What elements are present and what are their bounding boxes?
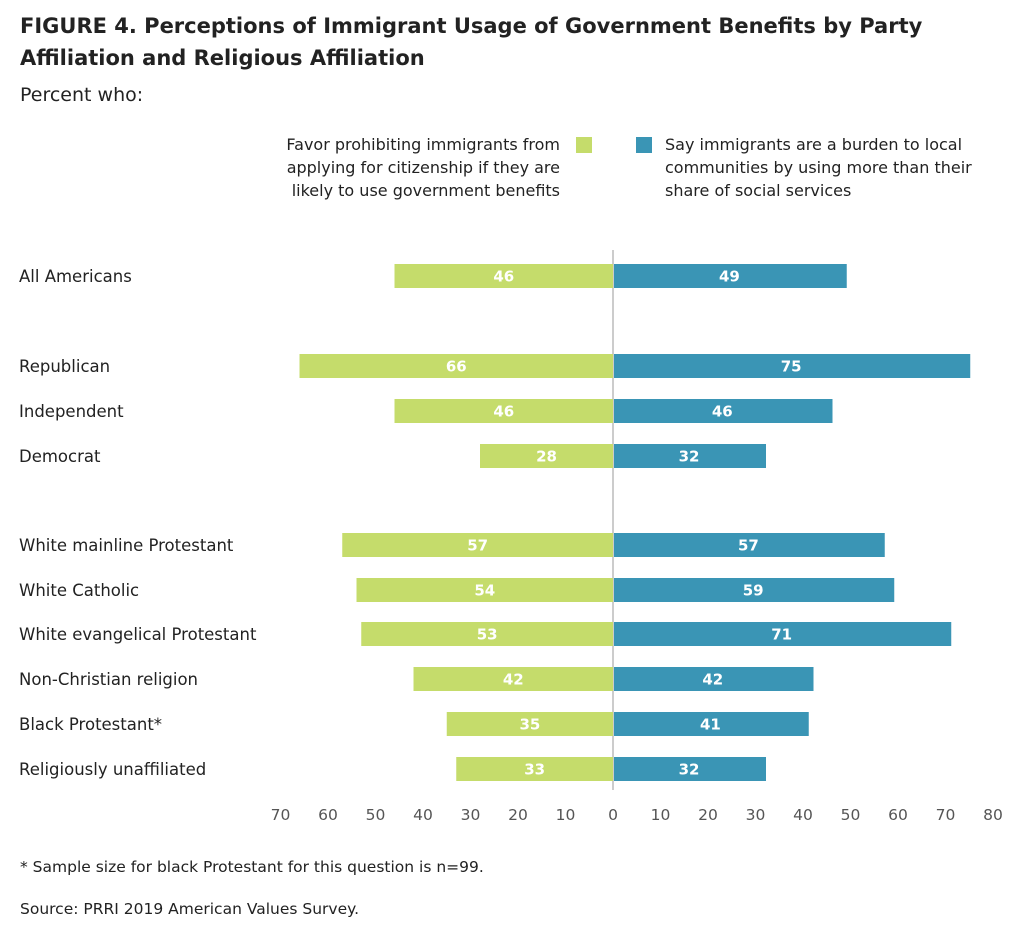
bar-left-value: 54 xyxy=(474,582,495,600)
bar-right-value: 57 xyxy=(738,537,759,555)
bar-left xyxy=(342,533,613,557)
bar-left xyxy=(394,399,613,423)
bar-left xyxy=(361,622,613,646)
x-tick-label: 20 xyxy=(508,806,528,824)
category-label: Black Protestant* xyxy=(19,715,162,734)
bar-left xyxy=(456,757,613,781)
bar-left xyxy=(299,354,613,378)
bar-right-value: 41 xyxy=(700,716,721,734)
bar-right-value: 32 xyxy=(679,448,700,466)
x-tick-label: 50 xyxy=(841,806,861,824)
x-tick-label: 70 xyxy=(936,806,956,824)
bar-left xyxy=(446,712,613,736)
bar-right-value: 59 xyxy=(743,582,764,600)
x-tick-label: 10 xyxy=(651,806,671,824)
x-tick-label: 30 xyxy=(461,806,481,824)
category-label: White evangelical Protestant xyxy=(19,625,257,644)
legend-left-swatch xyxy=(576,137,592,153)
bar-left-value: 53 xyxy=(477,626,498,644)
bar-left xyxy=(394,264,613,288)
x-tick-label: 80 xyxy=(983,806,1003,824)
bar-right xyxy=(614,712,809,736)
legend-right-label: Say immigrants are a burden to local com… xyxy=(665,135,972,200)
category-label: White Catholic xyxy=(19,581,139,600)
x-tick-label: 50 xyxy=(366,806,386,824)
bar-right xyxy=(614,264,847,288)
bar-left xyxy=(356,578,613,602)
x-tick-label: 60 xyxy=(318,806,338,824)
bar-left-value: 42 xyxy=(503,671,524,689)
category-label: Republican xyxy=(19,357,110,376)
x-tick-label: 10 xyxy=(556,806,576,824)
bar-left-value: 28 xyxy=(536,448,557,466)
bar-right xyxy=(614,444,766,468)
x-tick-label: 20 xyxy=(698,806,718,824)
bar-right xyxy=(614,399,833,423)
bar-right-value: 42 xyxy=(702,671,723,689)
x-tick-label: 60 xyxy=(888,806,908,824)
chart-title: FIGURE 4. Perceptions of Immigrant Usage… xyxy=(20,14,923,70)
bar-left xyxy=(480,444,613,468)
bar-left-value: 46 xyxy=(493,403,514,421)
category-label: Non-Christian religion xyxy=(19,670,198,689)
bar-right xyxy=(614,757,766,781)
category-label: Religiously unaffiliated xyxy=(19,760,206,779)
bar-right xyxy=(614,354,971,378)
bar-right xyxy=(614,578,895,602)
legend-left-label: Favor prohibiting immigrants from applyi… xyxy=(286,135,560,200)
source-note: Source: PRRI 2019 American Values Survey… xyxy=(20,900,360,918)
x-tick-label: 0 xyxy=(608,806,618,824)
x-tick-label: 70 xyxy=(271,806,291,824)
legend-right-swatch xyxy=(636,137,652,153)
footnote: * Sample size for black Protestant for t… xyxy=(20,858,484,876)
x-tick-label: 40 xyxy=(413,806,433,824)
chart-subtitle: Percent who: xyxy=(20,84,144,106)
bar-left-value: 35 xyxy=(519,716,540,734)
x-tick-label: 30 xyxy=(746,806,766,824)
bar-left-value: 33 xyxy=(524,761,545,779)
bar-right xyxy=(614,622,952,646)
bar-right-value: 71 xyxy=(771,626,792,644)
category-label: Democrat xyxy=(19,447,101,466)
bar-left-value: 57 xyxy=(467,537,488,555)
category-label: White mainline Protestant xyxy=(19,536,234,555)
bar-right-value: 75 xyxy=(781,358,802,376)
bar-right xyxy=(614,533,885,557)
x-tick-label: 40 xyxy=(793,806,813,824)
category-label: Independent xyxy=(19,402,124,421)
category-label: All Americans xyxy=(19,267,132,286)
bar-left xyxy=(413,667,613,691)
bar-right xyxy=(614,667,814,691)
bar-left-value: 66 xyxy=(446,358,467,376)
bar-left-value: 46 xyxy=(493,268,514,286)
bar-right-value: 32 xyxy=(679,761,700,779)
diverging-bar-chart: All Americans 46 49 Republican 66 75 Independe… xyxy=(19,250,1003,824)
bar-right-value: 46 xyxy=(712,403,733,421)
bar-right-value: 49 xyxy=(719,268,740,286)
